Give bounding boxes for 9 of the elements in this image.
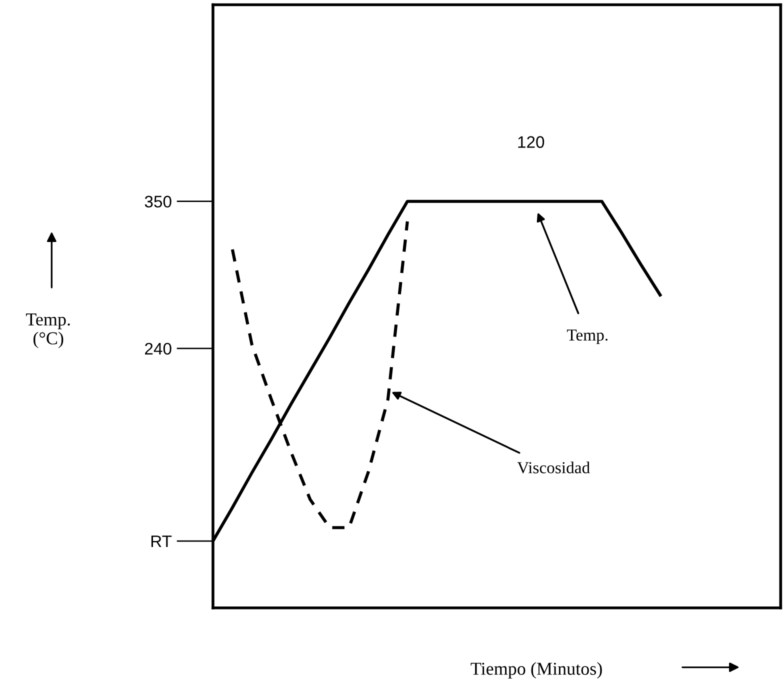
y-axis-title: Temp. (°C) [26, 314, 70, 348]
line-series [230, 220, 409, 530]
y-tick-label: 350 [144, 196, 172, 208]
annotation: 120 [518, 136, 544, 148]
y-tick-label: RT [151, 536, 172, 548]
annotation: Temp. [567, 330, 608, 344]
annotation: Viscosidad [517, 462, 590, 474]
y-tick-label: 240 [145, 342, 172, 355]
x-axis-title: Tiempo (Minutos) [470, 662, 602, 679]
